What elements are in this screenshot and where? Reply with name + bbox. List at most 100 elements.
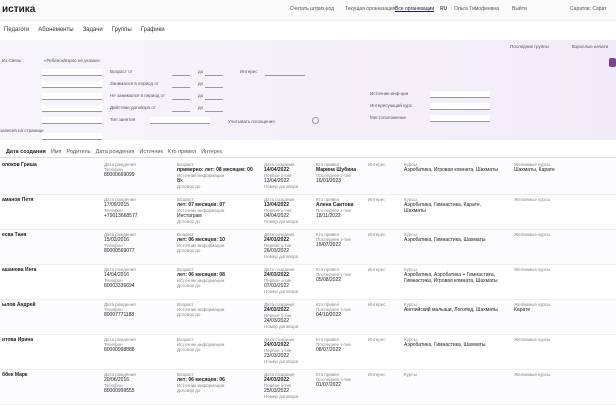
sort-item[interactable]: Дата рождения (95, 149, 135, 155)
field-value: 20/06/2016 (104, 377, 130, 383)
input[interactable] (205, 105, 223, 112)
cell: Кто привел Последнее з-тие 04/10/2022 (316, 302, 396, 318)
field-value: 80007771188 (104, 312, 135, 318)
field-label: Курсы (404, 267, 417, 272)
nav-item[interactable]: Педагоги (4, 27, 30, 33)
client-row[interactable]: итова Ирина Дата рождения Телефон 800009988… (0, 335, 616, 370)
client-row[interactable]: ашанова Инга Дата рождения 14/04/2016 Телеф… (0, 265, 616, 300)
select[interactable] (42, 117, 102, 124)
input[interactable] (265, 69, 305, 76)
input[interactable] (205, 69, 223, 76)
input[interactable] (205, 93, 223, 100)
select[interactable] (430, 103, 490, 110)
cell: Интерес (368, 197, 448, 202)
cell: Дата рождения Телефон 80007771188 (104, 302, 184, 318)
field-label: Кто привел (316, 372, 340, 377)
field-value: 17/09/2015 (104, 202, 130, 208)
checkbox[interactable] (312, 117, 319, 124)
field-label: Первое з-тие (264, 383, 292, 388)
select[interactable] (42, 69, 102, 76)
field-value: примерно: лет: 08 месяцев: 00 (177, 167, 253, 173)
cell: Интерес (368, 232, 448, 237)
select[interactable] (42, 105, 102, 112)
user[interactable]: Ольга Тимофеевна (454, 6, 499, 12)
barcode[interactable]: Считать штрих-код (290, 6, 335, 12)
field-value: 05/08/2022 (316, 277, 342, 283)
cell: Возраст лет: 06 месяцев: 10 Источник инфор… (177, 232, 257, 253)
cell: Возраст лет: 06 месяцев: 08 Источник инфор… (177, 267, 257, 288)
filter-label: «Ребенок/взрос не указан» (44, 58, 101, 63)
sort-item[interactable]: Дата создания (6, 149, 46, 155)
field-label: Интерес (368, 267, 386, 272)
side-link[interactable]: Последние группы (510, 44, 549, 49)
button[interactable] (609, 58, 616, 67)
cell: Интерес (368, 162, 448, 167)
sort-item[interactable]: Родитель (66, 149, 91, 155)
field-label: Желаемые курсы (514, 337, 551, 342)
field-label: Кто привел (316, 232, 340, 237)
cell: Интерес (368, 302, 448, 307)
org[interactable]: Все организации (395, 6, 435, 12)
field-label: Договор до (177, 248, 201, 253)
field-value: 24/03/2022 (264, 272, 290, 278)
field-value: лет: 07 месяцев: 07 (177, 202, 225, 208)
client-row[interactable]: ылов Андрей Дата рождения Телефон 800077711… (0, 300, 616, 335)
filter-panel (0, 40, 616, 140)
logout[interactable]: Выйти (512, 6, 527, 12)
client-row[interactable]: олоков Гриша Дата рождения Телефон 80000669… (0, 160, 616, 195)
cell: есва Таня (2, 232, 82, 238)
client-name: аманов Петя (2, 197, 34, 203)
field-label: Первое з-тие (264, 348, 292, 353)
field-label: Желаемые курсы (514, 267, 551, 272)
city[interactable]: Саратов: Сарат (570, 6, 607, 12)
field-label: Желаемые курсы (514, 302, 551, 307)
field-label: Номер договора (264, 254, 299, 259)
field-value: Аэробатика, Гимнастика, Шахматы (404, 342, 486, 348)
sort-item[interactable]: Источник (139, 149, 163, 155)
cell: ббек Марк (2, 372, 82, 378)
field-label: Телефон (104, 342, 123, 347)
client-row[interactable]: есва Таня Дата рождения 15/02/2016 Телефон 8… (0, 230, 616, 265)
field-value: 15/07/2022 (316, 242, 342, 248)
select[interactable] (430, 115, 490, 122)
input[interactable] (172, 93, 190, 100)
sort-item[interactable]: Интерес (201, 149, 223, 155)
field-value: лет: 06 месяцев: 06 (177, 377, 225, 383)
field-label: Первое з-тие (264, 173, 292, 178)
cell: Курсы Аэробатика, Игровая комната, Шахмат… (404, 162, 504, 173)
select[interactable] (150, 117, 210, 124)
field-label: Договор до (177, 312, 201, 317)
filter-label: Из Связь (2, 58, 21, 63)
field-label: Последнее з-тие (316, 377, 352, 382)
select[interactable] (42, 133, 102, 140)
field-value: 01/07/2022 (316, 382, 342, 388)
sort-item[interactable]: Кто привел (167, 149, 197, 155)
cell: Дата создания 24/03/2022 Первое з-тие 24/03… (264, 302, 344, 329)
field-value: Шахматы, Карате (514, 167, 555, 173)
input[interactable] (205, 81, 223, 88)
client-row[interactable]: ббек Марк Дата рождения 20/06/2016 Телефон 8… (0, 370, 616, 405)
client-row[interactable]: аманов Петя Дата рождения 17/09/2015 Телефо… (0, 195, 616, 230)
field-value: Инстаграм (177, 213, 202, 219)
field-value: Аэробатика, Гимнастика, Шахматы (404, 237, 486, 243)
sort-item[interactable]: Имя (50, 149, 62, 155)
nav-item[interactable]: Графики (140, 27, 165, 33)
nav-item[interactable]: Абонементы (38, 27, 74, 33)
input[interactable] (172, 105, 190, 112)
input[interactable] (172, 81, 190, 88)
select[interactable] (430, 91, 490, 98)
field-label: Последнее з-тие (316, 307, 352, 312)
field-value: 18/11/2022 (316, 213, 341, 219)
lang[interactable]: RU (440, 6, 448, 12)
select[interactable] (42, 93, 102, 100)
nav-item[interactable]: Группы (111, 27, 132, 33)
select[interactable] (42, 81, 102, 88)
logo: истика (2, 4, 36, 15)
side-link[interactable]: Взрослые начати (572, 44, 609, 49)
cell: Кто привел Последнее з-тие 05/08/2022 (316, 267, 396, 283)
field-label: Телефон (104, 167, 123, 172)
input[interactable] (172, 69, 190, 76)
nav-item[interactable]: Задачи (82, 27, 103, 33)
field-label: Номер договора (264, 359, 299, 364)
field-value: 13/04/2022 (264, 178, 290, 184)
